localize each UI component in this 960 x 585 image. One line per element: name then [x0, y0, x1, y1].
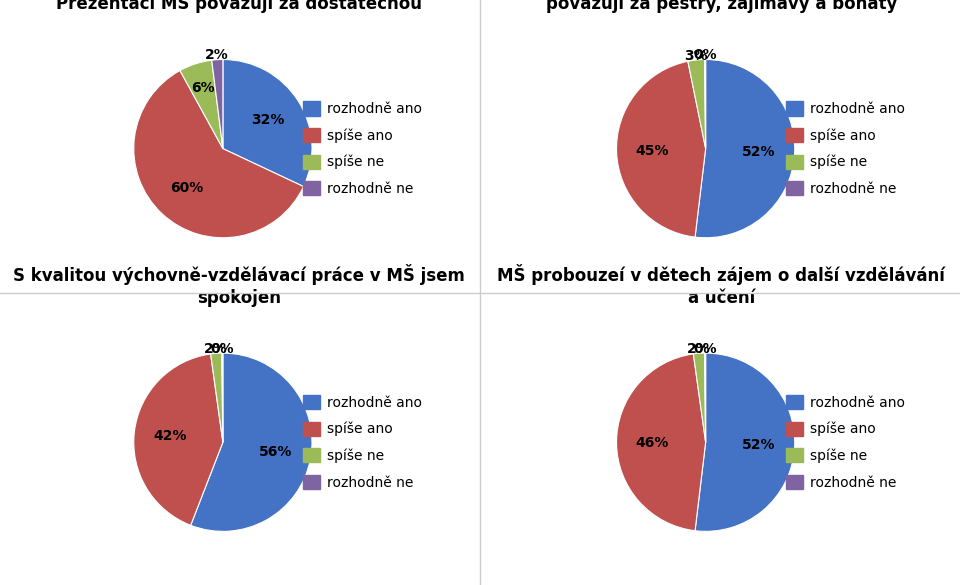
Wedge shape [191, 353, 312, 531]
Wedge shape [180, 60, 223, 149]
Text: 45%: 45% [636, 144, 669, 158]
Text: 0%: 0% [693, 48, 717, 62]
Text: 42%: 42% [153, 429, 186, 443]
Text: 52%: 52% [742, 145, 776, 159]
Wedge shape [222, 353, 223, 442]
Text: 2%: 2% [204, 342, 228, 356]
Text: 0%: 0% [210, 342, 234, 356]
Text: 3%: 3% [684, 49, 708, 63]
Title: Program třídy, kterou mé dítě navštěvuje,
považuji za pestrý, zajímavý a bohatý: Program třídy, kterou mé dítě navštěvuje… [523, 0, 919, 13]
Title: MŠ probouzeí v dětech zájem o další vzdělávání
a učení: MŠ probouzeí v dětech zájem o další vzdě… [497, 264, 946, 307]
Wedge shape [695, 353, 795, 531]
Text: 52%: 52% [742, 438, 776, 452]
Wedge shape [688, 60, 706, 149]
Text: 6%: 6% [191, 81, 215, 95]
Title: S kvalitou výchovně-vzdělávací práce v MŠ jsem
spokojen: S kvalitou výchovně-vzdělávací práce v M… [12, 264, 465, 307]
Text: 56%: 56% [259, 445, 292, 459]
Wedge shape [705, 60, 706, 149]
Legend: rozhodně ano, spíše ano, spíše ne, rozhodně ne: rozhodně ano, spíše ano, spíše ne, rozho… [786, 395, 904, 490]
Wedge shape [695, 60, 795, 238]
Wedge shape [616, 354, 706, 531]
Legend: rozhodně ano, spíše ano, spíše ne, rozhodně ne: rozhodně ano, spíše ano, spíše ne, rozho… [303, 101, 421, 196]
Text: 2%: 2% [686, 342, 710, 356]
Wedge shape [133, 71, 303, 238]
Legend: rozhodně ano, spíše ano, spíše ne, rozhodně ne: rozhodně ano, spíše ano, spíše ne, rozho… [786, 101, 904, 196]
Title: Prezentaci MŠ považuji za dostatečnou: Prezentaci MŠ považuji za dostatečnou [56, 0, 421, 13]
Legend: rozhodně ano, spíše ano, spíše ne, rozhodně ne: rozhodně ano, spíše ano, spíše ne, rozho… [303, 395, 421, 490]
Wedge shape [223, 60, 312, 187]
Wedge shape [133, 354, 223, 525]
Wedge shape [705, 353, 706, 442]
Text: 0%: 0% [693, 342, 717, 356]
Text: 60%: 60% [170, 181, 203, 195]
Text: 2%: 2% [205, 48, 228, 62]
Wedge shape [210, 353, 223, 442]
Wedge shape [616, 61, 706, 237]
Wedge shape [693, 353, 706, 442]
Wedge shape [212, 60, 223, 149]
Text: 32%: 32% [252, 113, 285, 127]
Text: 46%: 46% [636, 436, 669, 450]
